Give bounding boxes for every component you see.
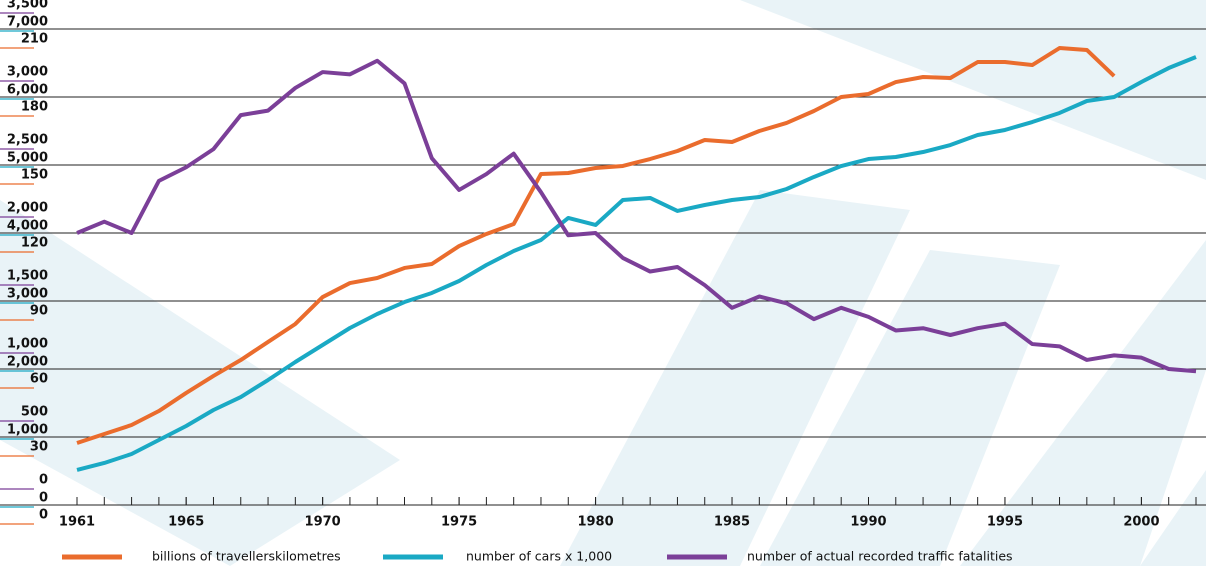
y-tick-label: 150 [21,168,48,183]
legend-label: billions of travellerskilometres [152,549,341,564]
y-tick-label: 3,000 [7,65,48,80]
legend-label: number of actual recorded traffic fatali… [747,549,1013,564]
x-tick-label: 1980 [577,515,613,530]
y-tick-label: 4,000 [7,219,48,234]
y-tick-label: 3,000 [7,287,48,302]
y-tick-label: 2,000 [7,355,48,370]
y-tick-label: 60 [30,372,48,387]
series-line [76,46,1116,445]
x-tick-label: 1970 [305,515,341,530]
y-tick-label: 210 [21,32,48,47]
x-tick-label: 1965 [168,515,204,530]
y-tick-label: 3,500 [7,0,48,12]
y-tick-label: 0 [39,491,48,506]
y-tick-label: 1,500 [7,269,48,284]
x-tick-label: 1990 [850,515,886,530]
x-tick-label: 1975 [441,515,477,530]
y-tick-label: 90 [30,304,48,319]
y-tick-label: 120 [21,236,48,251]
series-line [76,58,1197,374]
legend-label: number of cars x 1,000 [466,549,612,564]
x-tick-label: 1985 [714,515,750,530]
y-tick-label: 500 [21,405,48,420]
y-tick-label: 2,500 [7,133,48,148]
x-tick-label: 1995 [987,515,1023,530]
y-tick-label: 0 [39,508,48,523]
y-tick-label: 1,000 [7,337,48,352]
series-line [76,55,1197,472]
x-tick-label: 1961 [59,515,95,530]
y-tick-label: 2,000 [7,201,48,216]
y-tick-label: 7,000 [7,15,48,30]
y-tick-label: 0 [39,473,48,488]
y-tick-label: 6,000 [7,83,48,98]
y-tick-label: 1,000 [7,423,48,438]
y-tick-label: 180 [21,100,48,115]
y-tick-label: 5,000 [7,151,48,166]
x-tick-label: 2000 [1123,515,1159,530]
y-tick-label: 30 [30,440,48,455]
